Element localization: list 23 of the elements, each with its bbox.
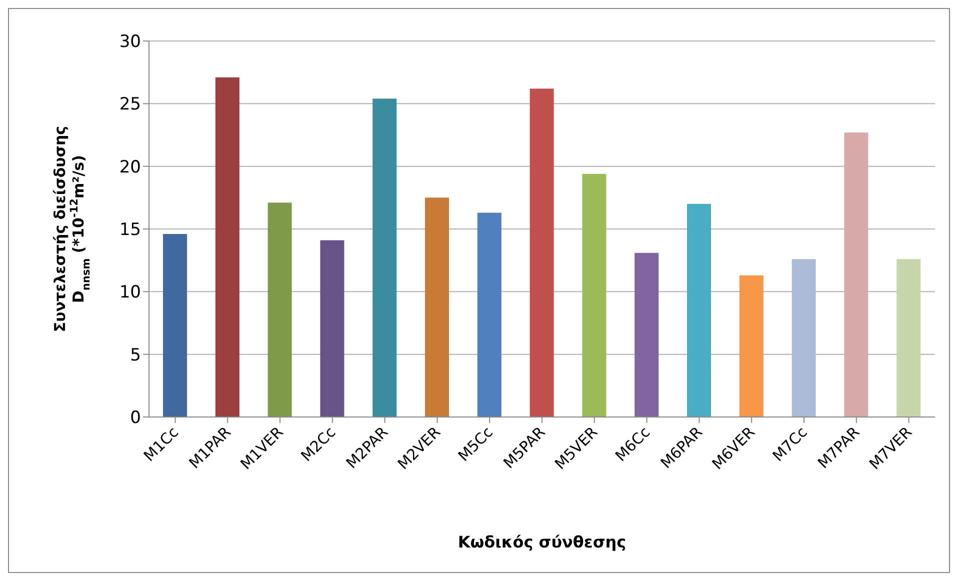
- y-tick-label: 25: [119, 94, 141, 115]
- y-tick-label: 10: [119, 282, 141, 303]
- bar: [896, 259, 921, 417]
- bar: [687, 204, 711, 417]
- bar: [844, 132, 868, 417]
- bar: [792, 259, 816, 417]
- y-tick-label: 0: [130, 408, 141, 428]
- bar: [634, 252, 659, 417]
- bar: [477, 212, 502, 417]
- bar: [320, 240, 344, 417]
- bar: [163, 234, 187, 417]
- bar: [582, 174, 606, 417]
- bar: [268, 202, 292, 417]
- y-tick-label: 5: [130, 345, 141, 366]
- bar: [425, 198, 449, 417]
- y-tick-label: 20: [119, 157, 141, 178]
- y-tick-label: 15: [119, 220, 141, 240]
- bar: [372, 98, 397, 417]
- y-tick-label: 30: [119, 32, 141, 52]
- bar: [530, 88, 554, 417]
- x-axis-title: Κωδικός σύνθεσης: [458, 532, 626, 552]
- bar: [739, 275, 764, 417]
- bar: [215, 77, 240, 417]
